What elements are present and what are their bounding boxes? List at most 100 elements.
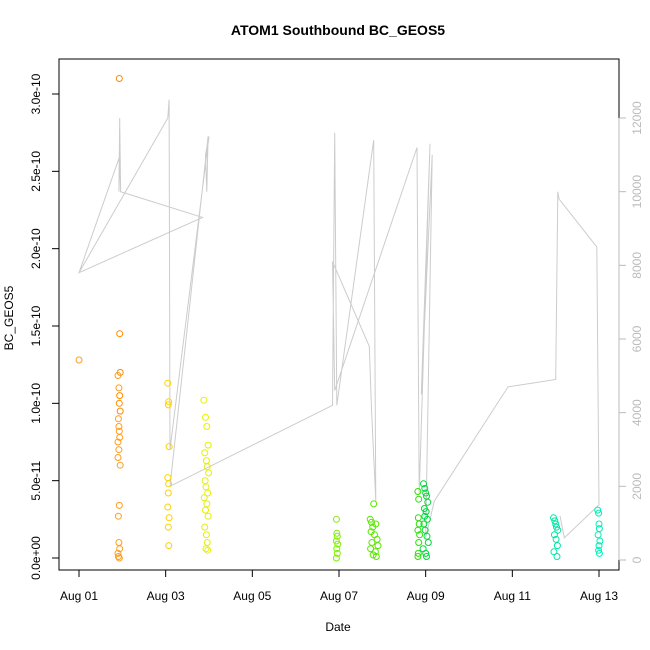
data-point bbox=[116, 461, 124, 469]
data-point bbox=[368, 539, 376, 546]
data-point bbox=[115, 501, 123, 509]
data-point bbox=[594, 506, 602, 514]
data-point bbox=[114, 415, 122, 423]
data-point bbox=[422, 489, 430, 497]
data-point bbox=[421, 526, 429, 534]
data-point bbox=[421, 484, 429, 492]
data-point bbox=[115, 75, 123, 82]
data-point bbox=[203, 500, 211, 508]
chart-title: ATOM1 Southbound BC_GEOS5 bbox=[231, 22, 445, 38]
data-point bbox=[553, 553, 561, 560]
plot-frame bbox=[58, 58, 620, 571]
data-point bbox=[368, 518, 375, 526]
data-point bbox=[414, 488, 422, 495]
x-tick-label: Aug 09 bbox=[407, 589, 445, 603]
data-point bbox=[595, 546, 603, 554]
data-point bbox=[201, 449, 209, 457]
data-point bbox=[164, 489, 172, 497]
data-point bbox=[115, 539, 123, 546]
data-point bbox=[332, 554, 340, 562]
data-point bbox=[202, 531, 210, 539]
data-point bbox=[114, 553, 122, 560]
data-point bbox=[334, 540, 342, 548]
data-point bbox=[116, 545, 124, 553]
data-point bbox=[115, 384, 123, 392]
data-point bbox=[595, 549, 603, 557]
data-point bbox=[114, 512, 122, 520]
data-point bbox=[202, 457, 210, 465]
data-point bbox=[553, 542, 561, 550]
data-point bbox=[414, 514, 422, 522]
data-point bbox=[164, 503, 172, 511]
data-point bbox=[201, 477, 209, 485]
altitude-trace-layer bbox=[77, 99, 600, 539]
data-point bbox=[414, 549, 422, 557]
y-tick-label: 2.5e-10 bbox=[29, 151, 43, 192]
data-points-layer bbox=[75, 75, 604, 562]
data-point bbox=[114, 454, 122, 461]
data-point bbox=[415, 539, 423, 546]
data-point bbox=[201, 523, 209, 531]
data-point bbox=[203, 539, 211, 546]
data-point bbox=[424, 498, 432, 506]
data-point bbox=[116, 392, 124, 400]
altitude-line bbox=[77, 99, 600, 539]
data-point bbox=[552, 520, 560, 528]
x-axis: Aug 01 Aug 03 Aug 05 Aug 07 Aug 09 Aug 11 Aug … bbox=[60, 569, 618, 603]
data-point bbox=[165, 398, 173, 406]
data-point bbox=[165, 542, 173, 550]
data-point bbox=[202, 413, 209, 421]
y-tick-label: 0.0e+00 bbox=[29, 536, 43, 580]
right-tick-label: 6000 bbox=[630, 325, 644, 352]
data-point bbox=[165, 443, 173, 451]
y-tick-label: 2.0e-10 bbox=[29, 228, 43, 269]
data-point bbox=[366, 515, 374, 523]
data-point bbox=[333, 529, 341, 537]
data-point bbox=[594, 531, 602, 539]
data-point bbox=[424, 539, 432, 546]
data-point bbox=[116, 407, 124, 415]
data-point bbox=[202, 545, 210, 553]
y-tick-label: 5.0e-11 bbox=[29, 460, 43, 500]
data-point bbox=[164, 379, 172, 387]
right-tick-label: 4000 bbox=[630, 399, 644, 426]
data-point bbox=[421, 512, 429, 520]
data-point bbox=[205, 469, 213, 477]
data-point bbox=[114, 549, 122, 557]
data-point bbox=[551, 517, 559, 525]
x-tick-label: Aug 11 bbox=[494, 589, 531, 603]
right-tick-label: 2000 bbox=[630, 473, 644, 500]
data-point bbox=[422, 549, 430, 557]
data-point bbox=[202, 483, 210, 491]
data-point bbox=[595, 520, 603, 528]
data-point bbox=[200, 396, 208, 404]
data-point bbox=[200, 494, 208, 502]
data-point bbox=[115, 399, 123, 407]
data-point bbox=[423, 553, 430, 560]
data-point bbox=[204, 489, 212, 497]
x-tick-label: Aug 13 bbox=[580, 589, 618, 603]
y-tick-label: 1.5e-10 bbox=[29, 305, 43, 346]
data-point bbox=[333, 549, 341, 557]
data-point bbox=[114, 438, 122, 446]
data-point bbox=[116, 433, 124, 441]
data-point bbox=[372, 553, 380, 560]
data-point bbox=[332, 515, 340, 523]
data-point bbox=[116, 330, 124, 338]
data-point bbox=[422, 508, 430, 516]
x-tick-label: Aug 03 bbox=[147, 589, 185, 603]
data-point bbox=[369, 523, 377, 531]
data-point bbox=[550, 531, 558, 539]
data-point bbox=[114, 372, 122, 379]
data-point bbox=[414, 553, 422, 560]
y-tick-label: 3.0e-10 bbox=[29, 73, 43, 114]
data-point bbox=[416, 531, 424, 539]
data-point bbox=[115, 446, 123, 454]
right-tick-label: 0 bbox=[630, 556, 644, 563]
data-point bbox=[332, 537, 340, 545]
data-point bbox=[595, 542, 603, 550]
right-tick-label: 8000 bbox=[630, 252, 644, 279]
data-point bbox=[164, 401, 172, 409]
data-point bbox=[415, 495, 423, 503]
